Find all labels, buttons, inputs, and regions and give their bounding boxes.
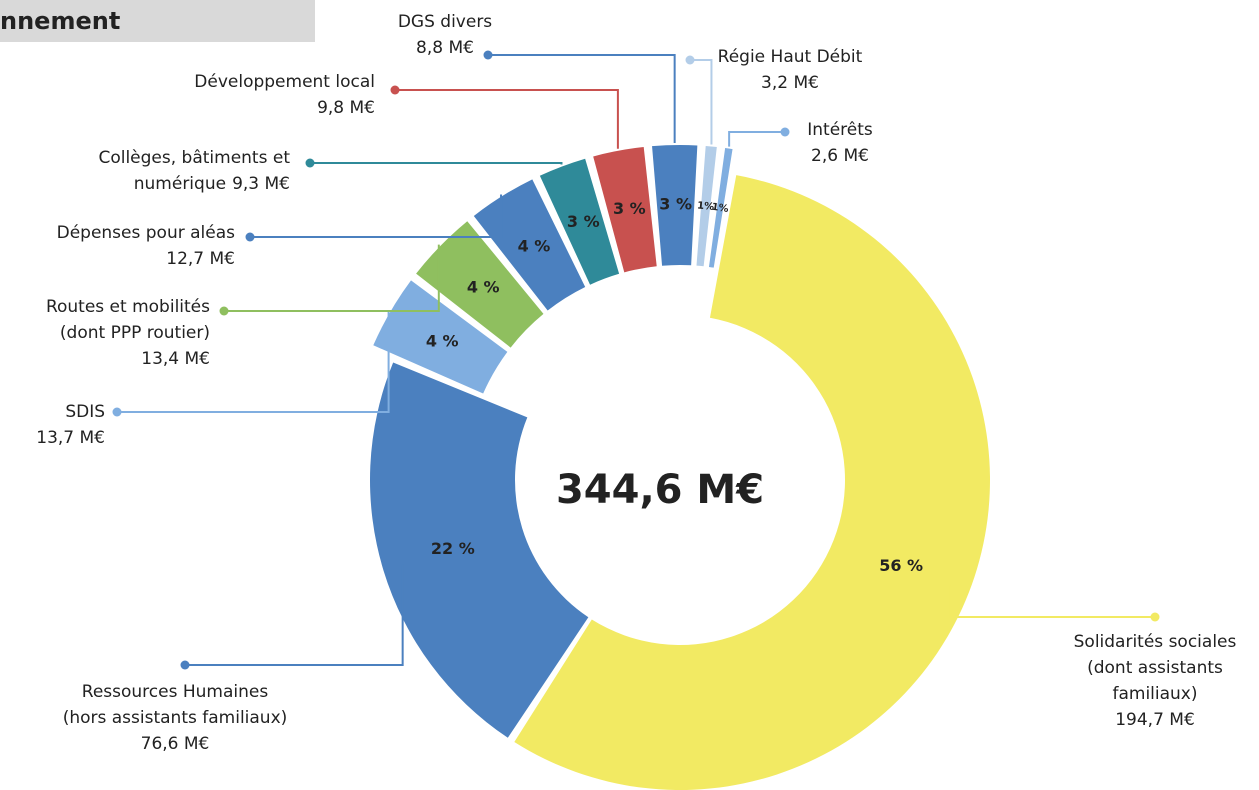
percent-label: 3 % (613, 199, 646, 218)
leader-line (250, 194, 503, 238)
slice-label: Intérêts 2,6 M€ (807, 120, 873, 166)
percent-label: 4 % (518, 236, 551, 255)
percent-label: 4 % (467, 277, 500, 296)
leader-line (728, 131, 785, 147)
percent-label: 3 % (567, 212, 600, 231)
leader-dot (305, 158, 315, 168)
percent-label: 22 % (431, 539, 475, 558)
slice-label: SDIS 13,7 M€ (36, 402, 105, 448)
label-line: (dont assistants (1087, 658, 1223, 678)
percent-label: 56 % (879, 556, 923, 575)
leader-dot (483, 50, 493, 60)
leader-dot (780, 127, 790, 137)
label-line: SDIS (65, 402, 105, 422)
slice (539, 158, 620, 285)
value-label: 76,6 M€ (141, 734, 210, 754)
value-label: 3,2 M€ (761, 73, 819, 93)
leader-line (690, 59, 713, 145)
title-box (0, 0, 315, 42)
page-title: nnement (0, 7, 120, 35)
leader-dot (219, 306, 229, 316)
leader-dot (1150, 612, 1160, 622)
slice (652, 145, 698, 266)
value-label: 13,7 M€ (36, 428, 105, 448)
value-label: 9,8 M€ (317, 98, 375, 118)
leader-dot (180, 660, 190, 670)
slice-label: Collèges, bâtiments et numérique 9,3 M€ (98, 148, 290, 194)
label-line: Intérêts (807, 120, 873, 140)
leader-line (117, 310, 390, 413)
slice-label: Régie Haut Débit 3,2 M€ (718, 47, 863, 93)
leader-dot (112, 407, 122, 417)
value-label: 8,8 M€ (416, 38, 474, 58)
leader-line (185, 564, 404, 666)
slice-label: Routes et mobilités (dont PPP routier) 13,… (46, 297, 210, 369)
slice (370, 362, 589, 738)
leader-dot (245, 232, 255, 242)
value-label: 13,4 M€ (141, 349, 210, 369)
label-line: Solidarités sociales (1074, 632, 1237, 652)
label-line: Ressources Humaines (82, 682, 269, 702)
slice-label: Solidarités sociales (dont assistants fami… (1074, 632, 1237, 730)
label-line: Régie Haut Débit (718, 47, 863, 67)
label-line: DGS divers (398, 12, 492, 32)
leader-line (488, 54, 676, 144)
percent-label: 1% (711, 202, 729, 215)
label-line: familiaux) (1112, 684, 1197, 704)
label-line: (hors assistants familiaux) (63, 708, 288, 728)
total-label: 344,6 M€ (556, 467, 764, 513)
slice (708, 148, 733, 268)
value-label: 194,7 M€ (1115, 710, 1195, 730)
percent-label: 1% (697, 200, 715, 213)
slice (416, 221, 544, 348)
leader-line (224, 244, 440, 312)
label-line: Développement local (194, 72, 375, 92)
value-label: 12,7 M€ (166, 249, 235, 269)
slice-label: Ressources Humaines (hors assistants fami… (63, 682, 288, 754)
slice (593, 146, 657, 273)
percent-label: 4 % (426, 331, 459, 350)
slice (514, 175, 990, 790)
label-line: numérique (134, 174, 226, 194)
leader-line (310, 162, 563, 165)
value-label: 9,3 M€ (232, 174, 290, 194)
slice (696, 145, 717, 267)
slice-label: Développement local 9,8 M€ (194, 72, 375, 118)
label-line: (dont PPP routier) (60, 323, 210, 343)
leader-line (395, 89, 619, 149)
slice-label: Dépenses pour aléas 12,7 M€ (57, 223, 236, 269)
leader-dot (390, 85, 400, 95)
slice-label: DGS divers 8,8 M€ (398, 12, 492, 58)
value-label: 2,6 M€ (811, 146, 869, 166)
leader-dot (685, 55, 695, 65)
leader-line (949, 585, 1155, 618)
label-line: Collèges, bâtiments et (98, 148, 290, 168)
label-line: Routes et mobilités (46, 297, 210, 317)
label-line: Dépenses pour aléas (57, 223, 236, 243)
slice (373, 280, 508, 394)
percent-label: 3 % (659, 195, 692, 214)
